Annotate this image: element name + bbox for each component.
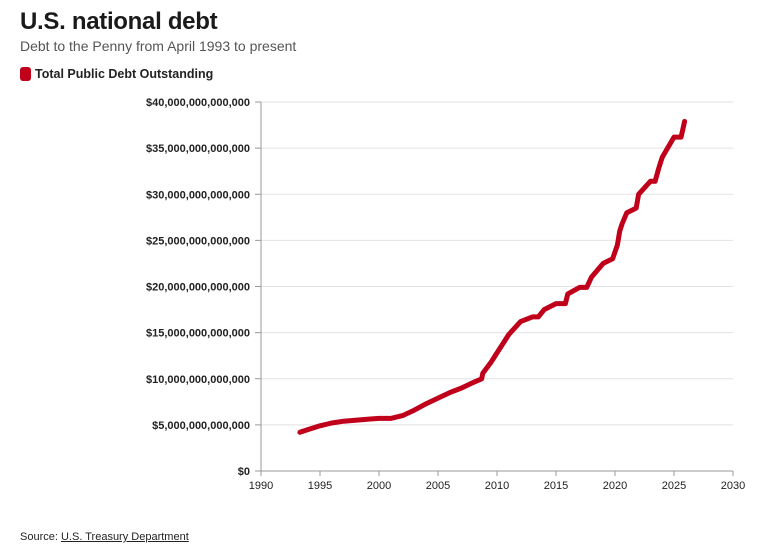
chart-svg: $0 $5,000,000,000,000 $10,000,000,000,000 $… [146,97,745,492]
series-point [672,135,676,139]
x-tick-label: 2010 [485,480,509,492]
series-point [589,275,593,279]
source-link[interactable]: U.S. Treasury Department [60,531,189,543]
x-tick-label: 1995 [308,480,332,492]
series-point [401,414,405,418]
series-point [660,155,664,159]
series-point [330,421,334,425]
series-point [495,351,499,355]
chart-legend: Total Public Debt Outstanding [20,67,213,81]
series-point [657,166,661,170]
x-axis: 1990 1995 2000 2005 2010 2015 2020 2025 2030 [249,471,745,492]
series-point [620,222,624,226]
y-tick-label: $15,000,000,000,000 [146,328,250,340]
series-point [481,371,485,375]
y-tick-label: $5,000,000,000,000 [152,420,250,432]
series-point [611,257,615,261]
series-point [618,229,622,233]
x-tick-label: 1990 [249,480,273,492]
x-tick-label: 2015 [544,480,568,492]
series-point [342,419,346,423]
y-tick-label: $10,000,000,000,000 [146,374,250,386]
series-point [389,416,393,420]
series-point [601,261,605,265]
series-point [365,417,369,421]
series-point [412,408,416,412]
series-point [489,360,493,364]
series-group [297,118,688,435]
series-point [448,391,452,395]
x-tick-label: 2030 [721,480,745,492]
series-point [507,332,511,336]
legend-swatch [20,67,31,81]
series-point [683,119,687,123]
x-tick-label: 2020 [603,480,627,492]
series-point [424,402,428,406]
series-point [480,377,484,381]
series-point [530,315,534,319]
series-point [653,179,657,183]
y-tick-label: $35,000,000,000,000 [146,143,250,155]
y-tick-label: $30,000,000,000,000 [146,189,250,201]
series-point [615,243,619,247]
series-point [542,308,546,312]
series-point [298,430,302,434]
y-axis: $0 $5,000,000,000,000 $10,000,000,000,000 $… [146,97,261,478]
series-point [318,424,322,428]
y-tick-label: $40,000,000,000,000 [146,97,250,109]
series-point [585,285,589,289]
series-point [436,396,440,400]
series-point [648,179,652,183]
series-point [377,416,381,420]
chart-title: U.S. national debt [20,8,218,35]
series-point [563,302,567,306]
y-tick-label: $20,000,000,000,000 [146,282,250,294]
legend-label: Total Public Debt Outstanding [35,67,214,81]
series-point [536,315,540,319]
x-tick-label: 2025 [662,480,686,492]
chart-subtitle: Debt to the Penny from April 1993 to pre… [20,38,297,54]
series-point [578,285,582,289]
series-point [566,292,570,296]
series-point [460,386,464,390]
x-tick-label: 2005 [426,480,450,492]
series-point [625,211,629,215]
gridlines [260,101,733,472]
source-note: Source: U.S. Treasury Department [20,531,189,543]
series-point [519,320,523,324]
source-prefix: Source: [20,531,58,543]
y-tick-label: $0 [238,466,250,478]
y-tick-label: $25,000,000,000,000 [146,235,250,247]
series-point [353,418,357,422]
series-point [554,302,558,306]
series-point [471,380,475,384]
series-line [297,118,688,435]
series-point [679,135,683,139]
series-point [306,427,310,431]
series-point [637,192,641,196]
series-point [634,206,638,210]
x-tick-label: 2000 [367,480,391,492]
